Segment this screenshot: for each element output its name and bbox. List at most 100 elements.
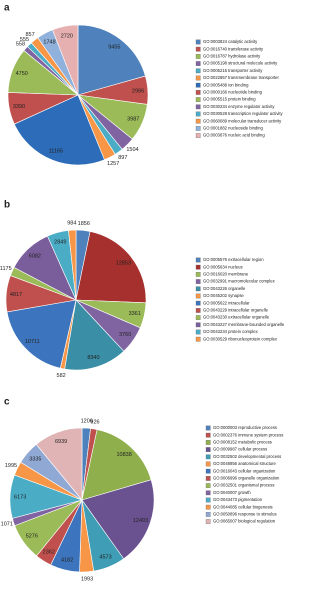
legend-label: GO:0003676 nucleic acid binding (203, 133, 265, 138)
legend-label: GO:0005576 extracellular region (203, 257, 264, 262)
legend-swatch (195, 118, 201, 124)
legend-label: GO:0005634 nucleus (203, 264, 243, 269)
panel-label: c (4, 397, 10, 408)
legend-swatch (205, 447, 211, 452)
slice-label: 9455 (108, 44, 120, 50)
pie-slice (52, 24, 79, 96)
legend-swatch (195, 82, 201, 88)
slice-label: 1995 (5, 463, 17, 469)
slice-label: 4182 (61, 558, 73, 564)
legend-label: GO:0005488 ion binding (203, 82, 249, 87)
legend-swatch (195, 126, 201, 131)
slice-label: 558 (16, 41, 25, 47)
legend-label: GO:0043229 intracellular organelle (203, 308, 269, 313)
slice-label: 3361 (129, 311, 141, 317)
legend-label: GO:0005622 intracellular (203, 300, 250, 305)
slice-label: 3760 (119, 332, 131, 338)
legend-swatch (195, 272, 201, 277)
legend-swatch (195, 54, 201, 59)
slice-label: 3335 (29, 457, 41, 463)
slice-label: 1257 (107, 161, 119, 167)
legend-swatch (195, 75, 201, 81)
legend-swatch (205, 490, 211, 496)
legend-swatch (195, 264, 201, 270)
slice-label: 10838 (117, 452, 132, 458)
slice-label: 1748 (43, 39, 55, 45)
pie-slice (35, 427, 83, 501)
legend-swatch (195, 300, 201, 306)
legend-label: GO:0032502 developmental process (213, 454, 281, 459)
pie-slice (81, 429, 152, 501)
slice-label: 8340 (87, 355, 99, 361)
legend-swatch (195, 336, 201, 342)
legend-label: GO:0048856 anatomical structure (213, 461, 277, 466)
pie-slice (68, 229, 77, 301)
slice-label: 4573 (99, 555, 111, 561)
legend-label: GO:0000003 reproductive process (213, 425, 277, 430)
legend-label: GO:0030234 enzyme regulator activity (203, 104, 275, 109)
legend-label: GO:0003824 catalytic activity (203, 39, 258, 44)
legend-swatch (195, 61, 201, 66)
slice-label: 6082 (29, 254, 41, 260)
legend-label: GO:0008152 metabolic process (213, 440, 272, 445)
slice-label: 897 (118, 155, 127, 161)
slice-label: 984 (67, 221, 76, 227)
legend-swatch (205, 497, 211, 503)
legend-label: GO:0030529 ribonucleoprotein complex (203, 336, 278, 341)
legend-label: GO:0044085 cellular biogenesis (213, 504, 273, 509)
pie-slice (64, 299, 125, 371)
legend-label: GO:0032501 organismal process (213, 483, 274, 488)
slice-label: 11165 (49, 148, 63, 154)
legend-swatch (205, 476, 211, 481)
legend-label: GO:0060089 molecular transducer activity (203, 118, 282, 123)
panel-label: a (4, 3, 10, 14)
slice-label: 1206 (81, 419, 93, 425)
legend-label: GO:0043230 extracellular organelle (203, 315, 270, 320)
legend-swatch (195, 293, 201, 299)
legend-swatch (195, 133, 201, 138)
slice-label: 2720 (61, 33, 73, 39)
legend-swatch (205, 468, 211, 474)
slice-label: 5276 (26, 534, 38, 540)
legend-label: GO:0016020 membrane (203, 272, 249, 277)
slice-label: 926 (90, 420, 99, 426)
legend-swatch (195, 90, 201, 95)
legend-label: GO:0001882 nucleoside binding (203, 126, 264, 131)
legend-swatch (205, 519, 211, 524)
slice-label: 2362 (43, 550, 55, 556)
legend-label: GO:0005198 structural molecule activity (203, 61, 278, 66)
legend-swatch (195, 257, 201, 263)
legend-swatch (195, 308, 201, 313)
legend-label: GO:0005215 transporter activity (203, 68, 263, 73)
legend-label: GO:0032991 macromolecular complex (203, 279, 276, 284)
slice-label: 582 (57, 373, 66, 379)
slice-label: 555 (20, 37, 29, 43)
legend-label: GO:0043234 protein complex (203, 329, 259, 334)
pie-slice (6, 299, 77, 369)
slice-label: 1504 (126, 147, 138, 153)
legend-swatch (205, 461, 211, 467)
legend-swatch (205, 454, 211, 460)
slice-label: 3987 (127, 116, 139, 122)
slice-label: 4750 (16, 71, 28, 77)
legend-swatch (195, 315, 201, 320)
slice-label: 6173 (14, 494, 26, 500)
legend-swatch (205, 483, 211, 488)
pie-slice (75, 231, 147, 304)
legend-label: GO:0005515 protein binding (203, 97, 256, 102)
pie-slice (81, 479, 155, 560)
legend-label: GO:0050896 response to stimulus (213, 512, 277, 517)
slice-label: 1175 (0, 266, 12, 272)
slice-label: 6939 (55, 439, 67, 445)
legend-swatch (195, 279, 201, 284)
legend-label: GO:0065007 biological regulation (213, 519, 276, 524)
legend-label: GO:0016043 cellular organization (213, 468, 276, 473)
slice-label: 1071 (1, 522, 13, 528)
legend-swatch (195, 111, 201, 117)
slice-label: 2849 (54, 239, 66, 245)
panel-label: b (4, 200, 10, 211)
legend-swatch (195, 322, 201, 328)
legend-swatch (195, 286, 201, 292)
legend-label: GO:0002376 immune system process (213, 432, 283, 437)
legend-label: GO:0043226 organelle (203, 286, 246, 291)
